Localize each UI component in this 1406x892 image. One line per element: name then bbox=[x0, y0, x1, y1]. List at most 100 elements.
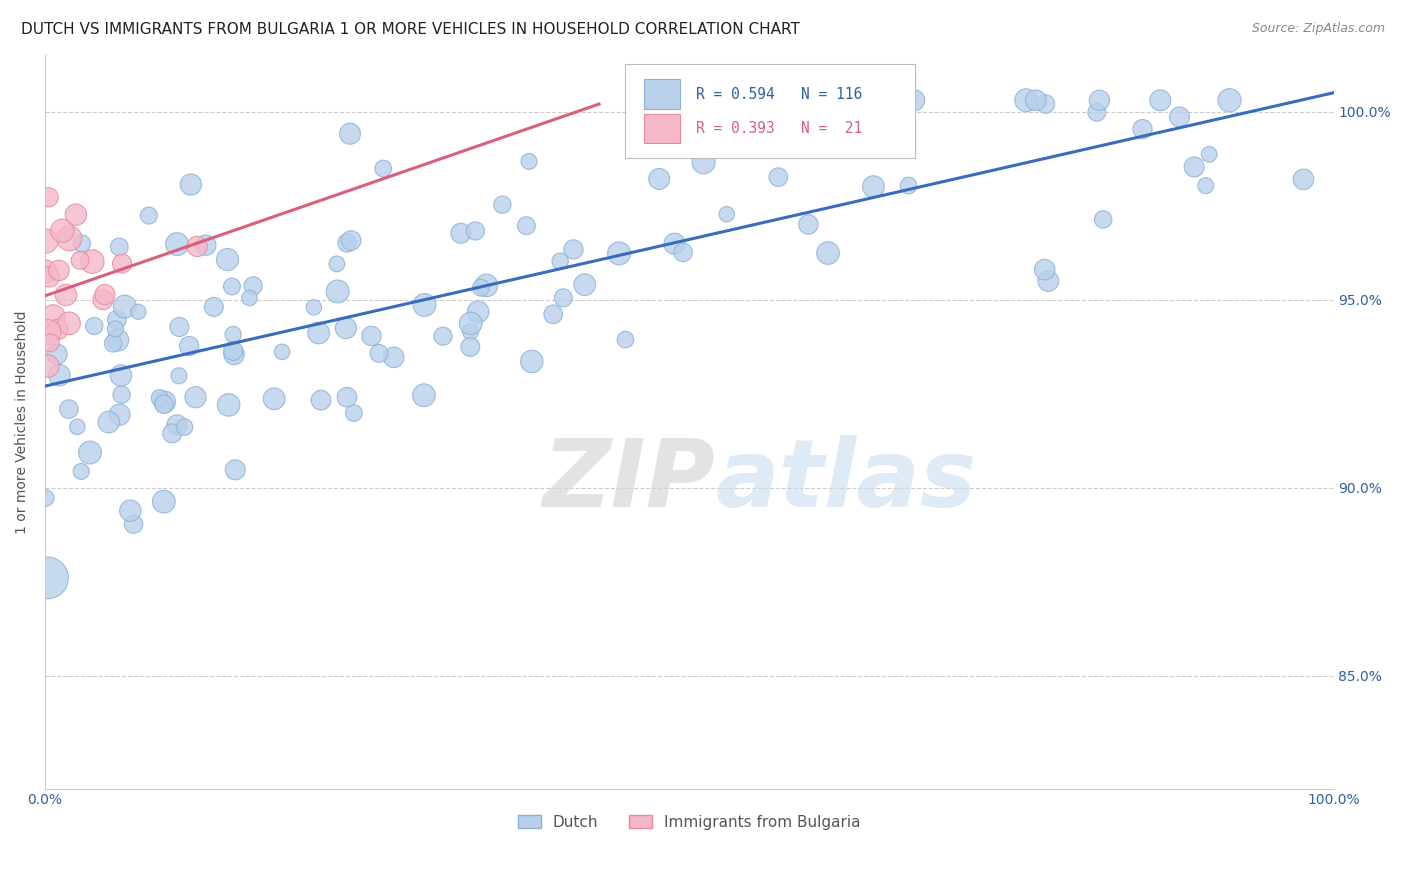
Point bbox=[1092, 212, 1115, 227]
Point bbox=[768, 170, 790, 185]
Point bbox=[39, 335, 62, 350]
Point bbox=[491, 197, 513, 211]
Bar bbox=[644, 79, 681, 109]
Point bbox=[122, 517, 145, 532]
Point bbox=[222, 327, 245, 342]
Point bbox=[1182, 160, 1205, 174]
Point bbox=[58, 402, 80, 417]
Point bbox=[82, 254, 104, 268]
Point bbox=[1149, 93, 1171, 107]
Point bbox=[38, 325, 60, 339]
Point bbox=[336, 235, 359, 250]
Point bbox=[467, 305, 489, 319]
Point bbox=[37, 571, 59, 585]
Point bbox=[34, 264, 56, 278]
Text: R = 0.393   N =  21: R = 0.393 N = 21 bbox=[696, 121, 862, 136]
Point bbox=[326, 257, 349, 271]
Point bbox=[186, 239, 208, 253]
Point bbox=[217, 252, 239, 267]
Point bbox=[70, 236, 93, 251]
Point bbox=[360, 329, 382, 343]
Point bbox=[222, 343, 245, 358]
Point bbox=[48, 368, 70, 383]
Point bbox=[153, 395, 176, 409]
Point bbox=[149, 391, 172, 405]
Point bbox=[817, 246, 839, 260]
Point bbox=[194, 238, 217, 252]
Point bbox=[562, 243, 585, 257]
Point bbox=[35, 491, 58, 505]
Point bbox=[460, 340, 482, 354]
Point bbox=[108, 240, 131, 254]
Point bbox=[69, 253, 91, 268]
Point bbox=[515, 219, 537, 233]
Point bbox=[46, 347, 69, 361]
Point bbox=[38, 190, 60, 204]
Point bbox=[1085, 105, 1108, 120]
Point bbox=[373, 161, 395, 176]
Point bbox=[336, 390, 359, 404]
Point bbox=[450, 227, 472, 241]
Point bbox=[648, 172, 671, 186]
Point bbox=[574, 277, 596, 292]
Point bbox=[309, 393, 332, 408]
Text: atlas: atlas bbox=[716, 434, 976, 526]
Point bbox=[218, 398, 240, 412]
Point bbox=[432, 329, 454, 343]
Text: ZIP: ZIP bbox=[543, 434, 716, 526]
Point bbox=[111, 387, 134, 401]
Point bbox=[548, 254, 571, 268]
Point bbox=[692, 155, 714, 169]
Point bbox=[607, 246, 630, 260]
Point bbox=[70, 464, 93, 478]
Point bbox=[35, 234, 58, 248]
Legend: Dutch, Immigrants from Bulgaria: Dutch, Immigrants from Bulgaria bbox=[512, 809, 866, 836]
Point bbox=[382, 351, 405, 365]
Point bbox=[222, 347, 245, 361]
Point bbox=[83, 318, 105, 333]
Point bbox=[120, 504, 142, 518]
Point bbox=[302, 301, 325, 315]
Point bbox=[1198, 147, 1220, 161]
Point bbox=[105, 312, 128, 326]
Point bbox=[238, 291, 260, 305]
Point bbox=[58, 231, 80, 245]
Point bbox=[553, 291, 575, 305]
Point bbox=[897, 178, 920, 193]
Text: Source: ZipAtlas.com: Source: ZipAtlas.com bbox=[1251, 22, 1385, 36]
Point bbox=[368, 346, 391, 360]
Point bbox=[111, 257, 134, 271]
Point bbox=[1292, 172, 1315, 186]
Point bbox=[1168, 110, 1191, 124]
Point bbox=[1132, 122, 1154, 136]
Point bbox=[169, 320, 191, 334]
Point bbox=[271, 344, 294, 359]
Point bbox=[517, 154, 540, 169]
Point bbox=[55, 288, 77, 302]
Point bbox=[339, 127, 361, 141]
Point bbox=[224, 463, 246, 477]
Point bbox=[48, 263, 70, 277]
Point bbox=[460, 325, 482, 339]
Point bbox=[326, 285, 349, 299]
Point bbox=[862, 179, 884, 194]
Point bbox=[1038, 274, 1060, 288]
Point bbox=[1218, 93, 1240, 107]
Point bbox=[716, 207, 738, 221]
Point bbox=[94, 287, 117, 301]
Point bbox=[1033, 97, 1056, 112]
Point bbox=[153, 397, 176, 411]
Point bbox=[107, 333, 129, 347]
Point bbox=[242, 278, 264, 293]
FancyBboxPatch shape bbox=[624, 64, 915, 158]
Point bbox=[470, 281, 492, 295]
Point bbox=[79, 445, 101, 459]
Point bbox=[37, 359, 59, 373]
Point bbox=[65, 208, 87, 222]
Point bbox=[1195, 178, 1218, 193]
Point bbox=[614, 333, 637, 347]
Text: R = 0.594   N = 116: R = 0.594 N = 116 bbox=[696, 87, 862, 102]
Point bbox=[464, 224, 486, 238]
Point bbox=[413, 388, 436, 402]
Point bbox=[51, 224, 73, 238]
